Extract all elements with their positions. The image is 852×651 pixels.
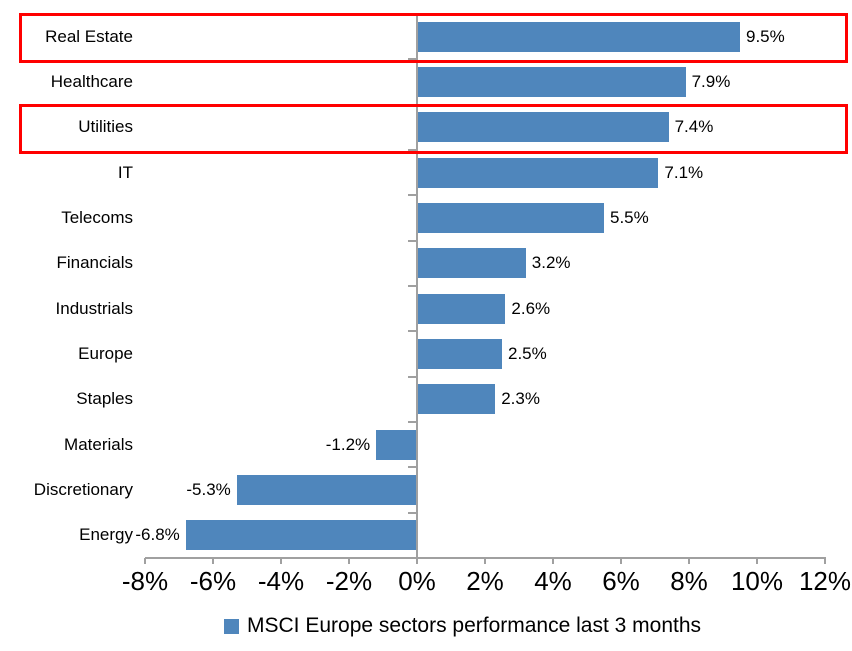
value-axis-tick <box>280 558 282 564</box>
x-tick-label-2: -2% <box>325 566 373 596</box>
category-axis-tick <box>408 239 417 242</box>
value-axis-tick <box>688 558 690 564</box>
category-axis-tick <box>408 330 417 333</box>
x-tick-label-0: 0% <box>398 566 436 596</box>
x-tick-label-2: 2% <box>466 566 504 596</box>
category-label-materials: Materials <box>64 434 133 454</box>
x-tick-label-6: -6% <box>189 566 237 596</box>
bar-discretionary <box>236 474 417 505</box>
value-axis-tick <box>824 558 826 564</box>
category-axis-tick <box>408 421 417 423</box>
legend: MSCI Europe sectors performance last 3 m… <box>224 612 701 640</box>
value-label-staples: 2.3% <box>501 389 540 409</box>
category-label-telecoms: Telecoms <box>61 207 133 227</box>
category-axis-tick <box>408 149 417 151</box>
bar-telecoms <box>417 202 604 233</box>
category-label-real-estate: Real Estate <box>45 26 133 46</box>
value-label-materials: -1.2% <box>325 434 371 454</box>
category-label-industrials: Industrials <box>55 298 133 318</box>
bar-real-estate <box>417 21 740 52</box>
bar-industrials <box>417 293 506 324</box>
value-label-real-estate: 9.5% <box>746 26 785 46</box>
value-label-europe: 2.5% <box>508 343 547 363</box>
category-axis-tick <box>408 466 417 469</box>
category-label-discretionary: Discretionary <box>33 479 133 499</box>
value-label-telecoms: 5.5% <box>610 207 649 227</box>
x-tick-label-4: -4% <box>257 566 305 596</box>
legend-series-label: MSCI Europe sectors performance last 3 m… <box>247 614 702 637</box>
value-label-it: 7.1% <box>664 162 704 182</box>
category-label-energy: Energy <box>79 525 133 545</box>
highlight-box-real-estate <box>19 13 848 63</box>
category-label-financials: Financials <box>56 253 133 273</box>
value-axis-tick <box>484 558 486 564</box>
x-tick-label-12: 12% <box>798 566 852 596</box>
x-tick-label-4: 4% <box>534 566 572 596</box>
value-axis-tick <box>144 558 146 564</box>
value-axis-tick <box>552 558 554 564</box>
category-axis-line <box>415 14 418 558</box>
value-axis-tick <box>620 558 622 564</box>
legend-series-swatch-icon <box>224 618 239 634</box>
bar-healthcare <box>417 66 686 97</box>
category-label-staples: Staples <box>76 389 133 409</box>
category-axis-tick <box>408 511 417 514</box>
bar-staples <box>417 384 496 415</box>
value-label-discretionary: -5.3% <box>186 479 231 499</box>
highlight-box-utilities <box>19 103 848 154</box>
category-axis-tick <box>408 58 417 61</box>
value-axis-tick <box>756 558 758 564</box>
bar-energy <box>185 520 417 551</box>
bar-europe <box>417 338 502 369</box>
category-axis-tick <box>408 194 417 197</box>
category-label-europe: Europe <box>78 343 133 363</box>
bar-it <box>417 157 659 188</box>
category-axis-tick <box>408 285 417 287</box>
value-axis-tick <box>348 558 350 564</box>
value-axis-tick <box>416 558 418 564</box>
bar-financials <box>417 248 526 279</box>
x-tick-label-8: -8% <box>121 566 169 596</box>
value-axis-tick <box>212 558 214 564</box>
category-axis-tick <box>408 375 417 378</box>
x-tick-label-10: 10% <box>730 566 784 596</box>
x-tick-label-6: 6% <box>602 566 640 596</box>
value-label-utilities: 7.4% <box>674 117 714 137</box>
value-label-energy: -6.8% <box>135 525 180 545</box>
value-label-healthcare: 7.9% <box>691 71 731 91</box>
value-label-financials: 3.2% <box>531 253 571 273</box>
category-label-utilities: Utilities <box>78 117 133 137</box>
category-label-it: IT <box>117 162 133 182</box>
x-tick-label-8: 8% <box>670 566 708 596</box>
category-label-healthcare: Healthcare <box>50 71 133 91</box>
bar-materials <box>376 429 417 460</box>
value-label-industrials: 2.6% <box>511 298 551 318</box>
bar-utilities <box>417 112 669 143</box>
